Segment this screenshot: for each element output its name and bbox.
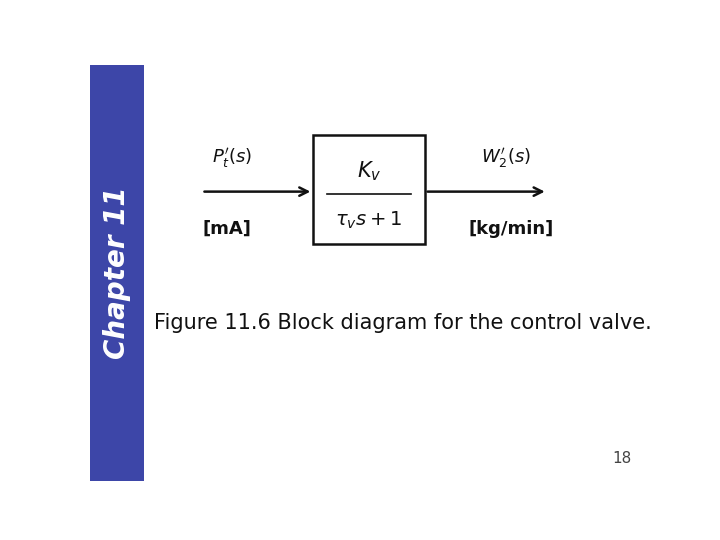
Text: [mA]: [mA] (202, 220, 251, 238)
Text: 18: 18 (612, 451, 631, 466)
Text: [kg/min]: [kg/min] (469, 220, 554, 238)
Text: $\tau_v s + 1$: $\tau_v s + 1$ (336, 210, 402, 231)
Bar (313, 136, 425, 244)
Text: Chapter 11: Chapter 11 (103, 186, 131, 359)
Text: $W_2'(s)$: $W_2'(s)$ (481, 146, 531, 170)
Text: $K_v$: $K_v$ (356, 159, 382, 183)
Bar (90, 65, 144, 481)
Text: Figure 11.6 Block diagram for the control valve.: Figure 11.6 Block diagram for the contro… (154, 313, 652, 333)
Text: $P_t'(s)$: $P_t'(s)$ (212, 146, 253, 170)
